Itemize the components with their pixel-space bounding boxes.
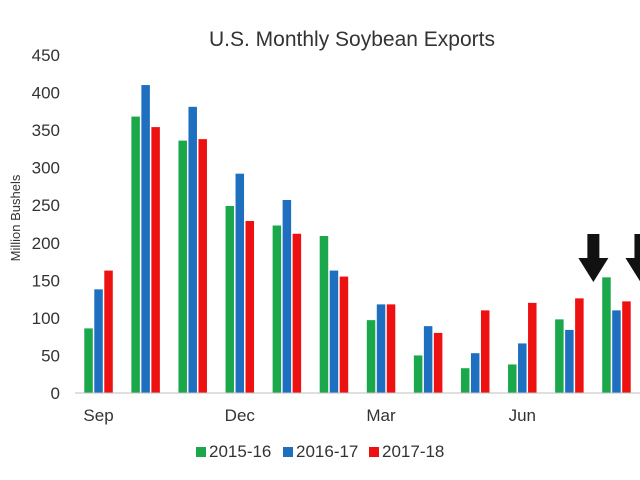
bar	[555, 319, 564, 393]
legend-label: 2017-18	[382, 442, 444, 461]
legend-swatch	[369, 447, 379, 457]
bar	[141, 85, 150, 394]
bar	[94, 289, 103, 393]
x-axis-ticks: Sep Dec Mar Jun	[83, 406, 536, 425]
y-tick-label: 350	[32, 121, 60, 140]
y-tick-label: 400	[32, 84, 60, 103]
y-tick-label: 200	[32, 234, 60, 253]
bar	[282, 199, 292, 393]
bar	[602, 277, 611, 393]
bar	[225, 205, 235, 393]
bar	[292, 233, 302, 393]
x-tick-label: Dec	[225, 406, 256, 425]
bar	[235, 173, 245, 393]
bar	[386, 304, 396, 393]
x-tick-label: Mar	[366, 406, 396, 425]
bar	[366, 320, 376, 393]
y-tick-label: 450	[32, 46, 60, 65]
bar	[104, 270, 113, 393]
bar	[339, 276, 349, 393]
bar	[413, 355, 423, 393]
bar	[565, 329, 574, 393]
bar	[423, 326, 433, 393]
bar	[245, 220, 255, 393]
bar	[433, 332, 443, 393]
chart-title: U.S. Monthly Soybean Exports	[209, 28, 495, 51]
y-tick-label: 100	[32, 309, 60, 328]
bar	[198, 139, 207, 393]
y-tick-label: 0	[51, 384, 60, 403]
bar	[460, 368, 470, 393]
y-tick-label: 300	[32, 159, 60, 178]
legend-swatch	[283, 447, 293, 457]
y-tick-label: 250	[32, 196, 60, 215]
bars	[84, 85, 631, 394]
bar	[528, 302, 537, 393]
x-tick-label: Sep	[83, 406, 113, 425]
bar	[622, 301, 631, 393]
y-tick-label: 150	[32, 271, 60, 290]
bar	[151, 127, 160, 394]
bar	[470, 353, 480, 393]
bar	[612, 310, 621, 393]
bar	[508, 364, 517, 393]
bar	[84, 328, 93, 393]
bar	[480, 310, 490, 393]
arrow-down-icon	[625, 234, 640, 282]
bar	[319, 236, 329, 393]
bar	[518, 343, 527, 393]
bar	[272, 225, 282, 393]
legend-label: 2016-17	[296, 442, 358, 461]
bar	[376, 304, 386, 393]
annotations	[578, 234, 640, 282]
legend: 2015-16 2016-17 2017-18	[196, 442, 444, 461]
legend-swatch	[196, 447, 206, 457]
bar	[178, 140, 187, 393]
x-tick-label: Jun	[509, 406, 536, 425]
y-axis-ticks: 0 50 100 150 200 250 300 350 400 450	[32, 46, 60, 403]
arrow-down-icon	[578, 234, 609, 282]
bar	[131, 116, 140, 393]
y-axis-label: Million Bushels	[8, 174, 23, 261]
bar	[575, 298, 584, 393]
y-tick-label: 50	[41, 346, 60, 365]
bar	[329, 270, 339, 393]
bar	[188, 106, 197, 394]
legend-label: 2015-16	[209, 442, 271, 461]
